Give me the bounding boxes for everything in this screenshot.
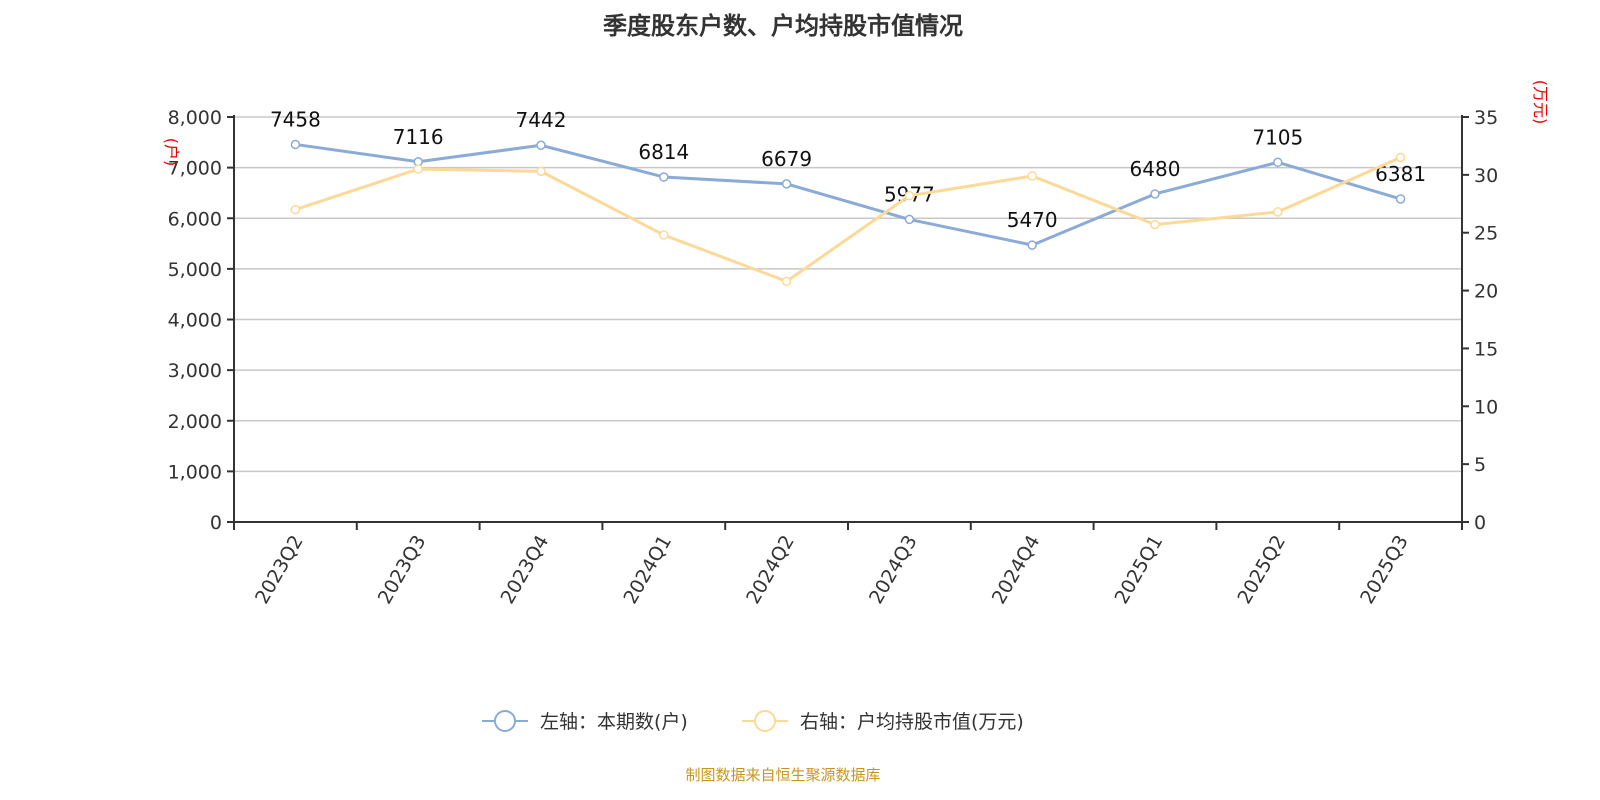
data-point (290, 139, 301, 150)
legend-marker (754, 710, 776, 732)
data-point (290, 204, 301, 215)
data-point (1150, 219, 1160, 230)
x-axis-tick-label: 2023Q2 (251, 532, 308, 608)
x-axis-tick-label: 2025Q1 (1111, 532, 1168, 608)
data-label: 7458 (270, 107, 321, 131)
data-point (536, 140, 546, 150)
data-point (1273, 207, 1283, 217)
left-axis-tick-label: 2,000 (168, 411, 222, 433)
left-axis-tick-label: 3,000 (168, 360, 222, 382)
data-point (536, 166, 546, 177)
data-point (659, 230, 669, 240)
data-point (659, 172, 669, 182)
right-axis-tick-label: 35 (1474, 107, 1498, 129)
data-label: 7105 (1252, 125, 1303, 149)
x-axis-tick-label: 2024Q4 (988, 532, 1045, 608)
right-axis-tick-label: 5 (1474, 454, 1486, 476)
right-axis-tick-label: 25 (1474, 223, 1498, 245)
data-point (781, 276, 792, 287)
data-label: 6814 (638, 140, 689, 164)
data-point (904, 190, 915, 201)
left-axis-tick-label: 0 (210, 512, 222, 534)
right-axis-tick-label: 0 (1474, 512, 1486, 534)
right-axis-tick-label: 20 (1474, 281, 1498, 303)
x-axis-tick-label: 2023Q3 (374, 532, 431, 608)
left-axis-tick-label: 8,000 (168, 107, 222, 129)
left-axis-tick-label: 4,000 (168, 310, 222, 332)
data-point (904, 214, 915, 225)
left-axis-tick-label: 7,000 (168, 158, 222, 180)
data-point (1273, 157, 1283, 168)
x-axis-tick-label: 2024Q3 (865, 532, 922, 608)
data-label: 7116 (393, 125, 444, 149)
series-line-2 (294, 156, 1402, 283)
data-point (1395, 194, 1406, 204)
source-note: 制图数据来自恒生聚源数据库 (685, 766, 881, 784)
right-axis-unit: (万元) (1531, 80, 1550, 125)
left-axis-unit: (户) (162, 138, 181, 167)
left-axis-tick-label: 6,000 (168, 208, 222, 230)
data-point (413, 164, 423, 174)
chart-title: 季度股东户数、户均持股市值情况 (603, 12, 963, 40)
data-label: 6679 (761, 147, 812, 171)
x-axis-tick-label: 2024Q1 (619, 532, 676, 608)
series-line-1 (295, 142, 1402, 247)
right-axis-tick-label: 15 (1474, 338, 1498, 360)
x-axis-tick-label: 2024Q2 (742, 532, 799, 608)
left-axis-tick-label: 1,000 (168, 461, 222, 483)
x-axis-tick-label: 2025Q2 (1233, 532, 1290, 608)
legend-label: 右轴：户均持股市值(万元) (800, 711, 1024, 733)
data-label: 7442 (516, 108, 567, 132)
right-axis-tick-label: 10 (1474, 396, 1498, 418)
data-point (1027, 240, 1037, 250)
legend-marker (494, 710, 516, 732)
data-point (1027, 171, 1037, 181)
data-label: 5470 (1007, 208, 1058, 232)
data-point (1150, 189, 1160, 199)
data-point (781, 179, 792, 189)
x-axis-tick-label: 2025Q3 (1356, 532, 1413, 608)
right-axis-tick-label: 30 (1474, 165, 1498, 187)
x-axis-tick-label: 2023Q4 (497, 532, 554, 608)
legend-label: 左轴：本期数(户) (540, 711, 688, 733)
data-point (1395, 152, 1406, 163)
left-axis-tick-label: 5,000 (168, 259, 222, 281)
data-label: 6480 (1130, 157, 1181, 181)
